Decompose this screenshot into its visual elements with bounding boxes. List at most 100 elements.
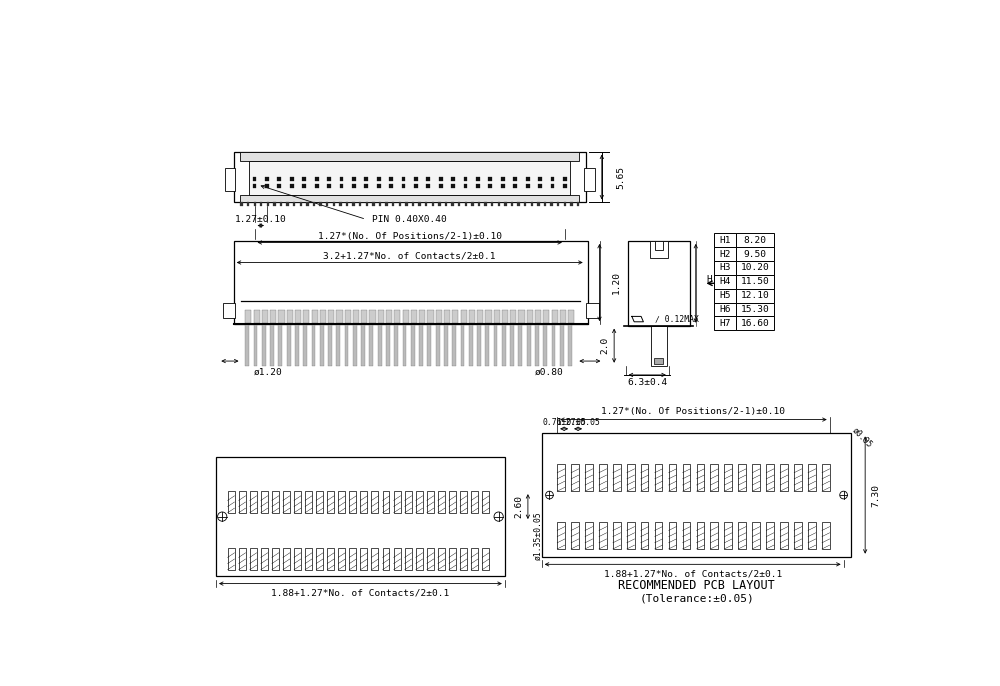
Bar (461, 324, 464, 366)
Bar (402, 177, 405, 181)
Bar (379, 202, 381, 206)
Text: 11.50: 11.50 (741, 277, 769, 286)
Bar (360, 548, 367, 570)
Bar (328, 310, 334, 322)
Bar (372, 202, 375, 206)
Bar (449, 548, 456, 570)
Bar (613, 522, 621, 549)
Bar (513, 177, 517, 181)
Bar (570, 202, 573, 206)
Bar (386, 310, 392, 322)
Bar (491, 202, 493, 206)
Bar (627, 464, 635, 491)
Bar (599, 464, 607, 491)
Bar (403, 310, 409, 322)
Text: H1: H1 (719, 236, 731, 245)
Bar (419, 324, 423, 366)
Bar (312, 324, 315, 366)
Bar (426, 184, 430, 188)
Text: H: H (707, 275, 712, 284)
Bar (438, 491, 445, 512)
Bar (560, 310, 566, 322)
Bar (327, 177, 331, 181)
Bar (385, 202, 388, 206)
Text: 10.20: 10.20 (741, 263, 769, 272)
Bar (278, 310, 285, 322)
Bar (371, 548, 378, 570)
Bar (551, 177, 554, 181)
Bar (394, 310, 400, 322)
Bar (369, 324, 373, 366)
Bar (306, 202, 309, 206)
Bar (250, 491, 257, 512)
Bar (822, 522, 830, 549)
Bar (360, 491, 367, 512)
Bar (389, 184, 393, 188)
Bar (557, 464, 565, 491)
Text: H5: H5 (719, 291, 731, 300)
Bar (808, 522, 816, 549)
Bar (336, 310, 343, 322)
Bar (316, 491, 323, 512)
Bar (327, 184, 331, 188)
Bar (286, 202, 289, 206)
Bar (641, 464, 648, 491)
Bar (736, 316, 774, 330)
Bar (277, 177, 281, 181)
Bar (651, 326, 666, 366)
Bar (328, 324, 332, 366)
Bar (513, 184, 517, 188)
Bar (411, 324, 415, 366)
Bar (527, 310, 533, 322)
Text: RECOMMENDED PCB LAYOUT: RECOMMENDED PCB LAYOUT (618, 580, 775, 593)
Bar (526, 184, 530, 188)
Bar (584, 168, 595, 191)
Bar (488, 177, 492, 181)
Bar (349, 548, 356, 570)
Bar (752, 464, 760, 491)
Bar (766, 464, 774, 491)
Bar (270, 310, 276, 322)
Text: 1.27±0.05: 1.27±0.05 (556, 418, 600, 427)
Text: 15.30: 15.30 (741, 305, 769, 314)
Bar (312, 310, 318, 322)
Bar (225, 168, 235, 191)
Bar (460, 491, 467, 512)
Text: ø0.80: ø0.80 (535, 367, 564, 377)
Bar (261, 491, 268, 512)
Text: ∕ 0.12MAX: ∕ 0.12MAX (655, 314, 699, 323)
Bar (736, 261, 774, 275)
Bar (444, 324, 448, 366)
Bar (418, 202, 421, 206)
Bar (383, 548, 389, 570)
Bar (216, 457, 505, 576)
Bar (228, 548, 235, 570)
Bar (265, 177, 269, 181)
Bar (571, 522, 579, 549)
Text: ø1.35±0.05: ø1.35±0.05 (533, 511, 542, 560)
Bar (669, 522, 676, 549)
Bar (438, 202, 441, 206)
Bar (378, 310, 384, 322)
Bar (538, 184, 542, 188)
Bar (305, 491, 312, 512)
Bar (471, 491, 478, 512)
Bar (498, 202, 500, 206)
Bar (654, 358, 663, 364)
Bar (316, 548, 323, 570)
Bar (683, 522, 690, 549)
Bar (352, 202, 355, 206)
Bar (464, 184, 467, 188)
Bar (392, 202, 394, 206)
Bar (736, 233, 774, 247)
Text: 1.27±0.10: 1.27±0.10 (235, 215, 287, 224)
Bar (537, 202, 540, 206)
Bar (511, 202, 513, 206)
Bar (394, 324, 398, 366)
Bar (501, 177, 505, 181)
Bar (502, 310, 508, 322)
Bar (338, 548, 345, 570)
Bar (485, 310, 492, 322)
Bar (586, 303, 599, 318)
Bar (568, 310, 574, 322)
